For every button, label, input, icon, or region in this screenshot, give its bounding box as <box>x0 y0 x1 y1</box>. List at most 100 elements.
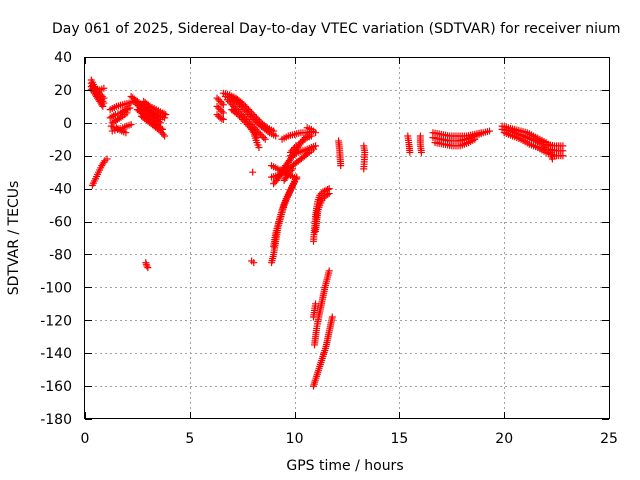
data-point <box>247 112 255 120</box>
grid <box>85 57 609 419</box>
data-point <box>237 114 245 122</box>
y-tick-label: -80 <box>49 247 72 263</box>
data-point <box>213 111 221 119</box>
data-point <box>234 99 242 107</box>
data-point <box>144 264 152 272</box>
data-point <box>100 158 108 166</box>
data-point <box>242 119 250 127</box>
data-point <box>243 109 251 117</box>
data-point <box>218 107 226 115</box>
y-tick-label: -40 <box>49 182 72 198</box>
data-point <box>319 188 327 196</box>
x-tick-label: 15 <box>390 431 408 447</box>
y-tick-label: 20 <box>54 83 72 99</box>
y-tick-label: -100 <box>40 280 72 296</box>
data-point <box>250 116 258 124</box>
data-point <box>559 147 567 155</box>
data-point <box>406 148 414 156</box>
data-point <box>216 114 224 122</box>
data-point <box>216 97 224 105</box>
data-point <box>236 112 244 120</box>
x-tick-label: 0 <box>81 431 90 447</box>
data-point <box>249 168 257 176</box>
x-tick-label: 5 <box>185 431 194 447</box>
data-point <box>312 129 320 137</box>
data-point <box>218 99 226 107</box>
data-point <box>143 262 151 270</box>
data-point <box>159 130 167 138</box>
data-point <box>213 102 221 110</box>
data-point <box>417 148 425 156</box>
data-point <box>287 167 295 175</box>
data-point <box>215 96 223 104</box>
axis-ticks <box>85 57 610 420</box>
data-point <box>123 109 131 117</box>
data-point <box>127 120 135 128</box>
x-tick-label: 10 <box>286 431 304 447</box>
data-point <box>471 135 479 143</box>
data-point <box>243 120 251 128</box>
data-point <box>213 94 221 102</box>
y-tick-label: -20 <box>49 149 72 165</box>
data-point <box>234 111 242 119</box>
y-tick-label: -140 <box>40 346 72 362</box>
data-point <box>239 104 247 112</box>
data-point <box>126 104 134 112</box>
data-point <box>215 104 223 112</box>
data-point <box>161 132 169 140</box>
data-point <box>312 300 320 308</box>
data-point <box>242 107 250 115</box>
data-point <box>100 84 108 92</box>
data-point <box>227 99 235 107</box>
data-point <box>239 116 247 124</box>
data-point <box>255 144 263 151</box>
data-point <box>289 145 297 153</box>
chart-title: Day 061 of 2025, Sidereal Day-to-day VTE… <box>52 21 621 37</box>
data-points <box>87 76 567 390</box>
y-tick-label: 40 <box>54 50 72 66</box>
data-point <box>219 109 227 117</box>
data-point <box>272 132 280 140</box>
data-point <box>236 101 244 109</box>
data-point <box>219 101 227 109</box>
data-point <box>218 115 226 123</box>
y-tick-label: -160 <box>40 379 72 395</box>
data-point <box>322 191 330 199</box>
x-tick-label: 25 <box>600 431 618 447</box>
y-tick-labels: 40 20 0 -20 -40 -60 -80 -100 -120 -140 -160 -180 <box>40 50 72 428</box>
y-tick-label: -120 <box>40 313 72 329</box>
data-point <box>240 106 248 114</box>
data-point <box>319 195 327 203</box>
data-point <box>161 114 169 122</box>
data-point <box>122 129 130 137</box>
data-point <box>258 132 266 140</box>
data-point <box>328 313 336 321</box>
data-point <box>360 165 368 173</box>
data-point <box>219 116 227 124</box>
data-point <box>260 134 268 142</box>
data-point <box>240 117 248 125</box>
data-point <box>324 190 332 198</box>
data-point <box>225 97 233 105</box>
data-point <box>325 267 333 275</box>
data-point <box>98 101 106 109</box>
y-tick-label: -180 <box>40 412 72 428</box>
data-point <box>245 111 253 119</box>
data-point <box>289 165 297 173</box>
data-point <box>248 114 256 122</box>
data-point <box>486 127 494 135</box>
x-tick-labels: 0 5 10 15 20 25 <box>81 431 618 447</box>
data-point <box>325 190 333 198</box>
data-point <box>261 135 269 143</box>
data-point <box>99 102 107 110</box>
y-axis-label: SDTVAR / TECUs <box>6 181 22 296</box>
x-axis-label: GPS time / hours <box>286 458 403 474</box>
data-point <box>103 155 111 163</box>
data-point <box>293 175 301 183</box>
data-point <box>264 127 272 135</box>
x-tick-label: 20 <box>495 431 513 447</box>
data-point <box>250 259 258 267</box>
data-point <box>337 162 345 170</box>
data-point <box>216 106 224 114</box>
